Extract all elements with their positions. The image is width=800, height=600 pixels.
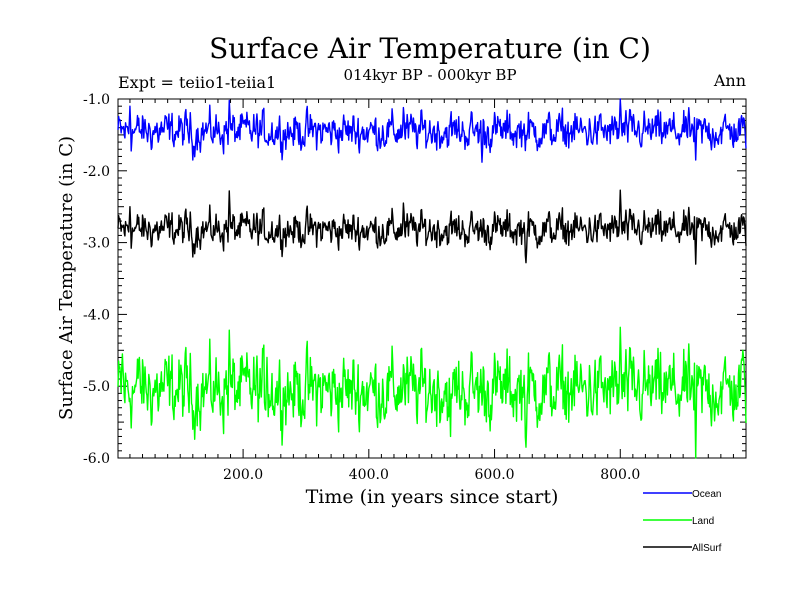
series-layer (117, 98, 747, 459)
legend-label-ocean: Ocean (692, 489, 721, 500)
y-tick-label: -2.0 (83, 164, 110, 180)
x-axis-label: Time (in years since start) (306, 486, 559, 508)
y-tick-label: -6.0 (83, 451, 110, 467)
x-tick-label: 400.0 (349, 467, 389, 483)
x-tick-label: 600.0 (475, 467, 515, 483)
legend-label-land: Land (692, 516, 714, 527)
chart-subtitle: 014kyr BP - 000kyr BP (343, 66, 516, 84)
y-tick-label: -1.0 (83, 92, 110, 108)
y-tick-label: -3.0 (83, 236, 110, 252)
y-axis-label: Surface Air Temperature (in C) (56, 136, 77, 420)
legend: Ocean Land AllSurf (643, 489, 722, 554)
y-axis-ticks: -1.0 -2.0 -3.0 -4.0 -5.0 -6.0 (83, 92, 746, 467)
x-tick-label: 200.0 (223, 467, 263, 483)
y-tick-label: -4.0 (83, 307, 110, 323)
series-line-ocean (117, 98, 747, 163)
expt-label: Expt = teiio1-teiia1 (118, 73, 276, 92)
season-label: Ann (713, 71, 746, 90)
x-axis-ticks: 200.0 400.0 600.0 800.0 (223, 99, 640, 483)
series-line-allsurf (117, 189, 747, 265)
x-tick-label: 800.0 (600, 467, 640, 483)
legend-label-allsurf: AllSurf (692, 543, 722, 554)
chart-title: Surface Air Temperature (in C) (209, 32, 651, 65)
y-tick-label: -5.0 (83, 379, 110, 395)
series-line-land (117, 326, 747, 459)
